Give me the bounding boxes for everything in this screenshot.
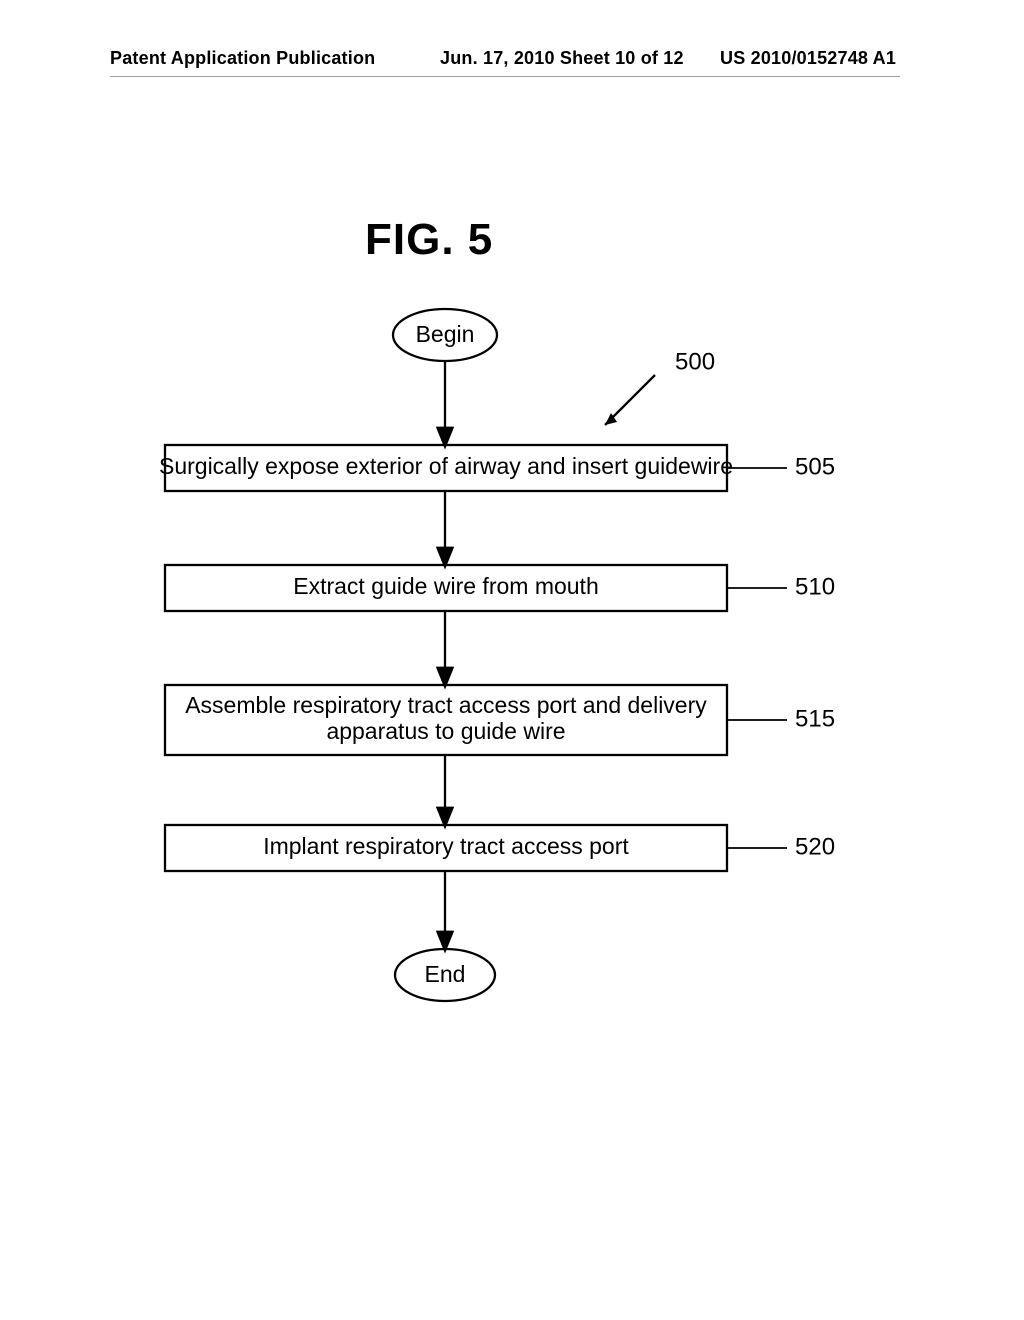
overall-leader-group bbox=[605, 375, 655, 425]
flow-step-text: Assemble respiratory tract access port a… bbox=[185, 692, 707, 718]
flow-step-text: Extract guide wire from mouth bbox=[293, 573, 599, 599]
step-number-label: 510 bbox=[795, 573, 835, 600]
text-layer: Begin End Surgically expose exterior of ai… bbox=[159, 321, 835, 987]
header-rule bbox=[110, 76, 900, 77]
header-left: Patent Application Publication bbox=[110, 48, 375, 69]
begin-label: Begin bbox=[416, 321, 475, 347]
page-canvas: Patent Application Publication Jun. 17, … bbox=[0, 0, 1024, 1320]
header-right: US 2010/0152748 A1 bbox=[720, 48, 896, 69]
end-label: End bbox=[425, 961, 466, 987]
header-center: Jun. 17, 2010 Sheet 10 of 12 bbox=[440, 48, 684, 69]
flow-step-text: Implant respiratory tract access port bbox=[263, 833, 629, 859]
flow-step-text: apparatus to guide wire bbox=[326, 718, 565, 744]
overall-number-label: 500 bbox=[675, 348, 715, 375]
step-number-label: 505 bbox=[795, 453, 835, 480]
figure-title: FIG. 5 bbox=[365, 215, 493, 265]
flowchart-svg: Begin End Surgically expose exterior of ai… bbox=[145, 295, 865, 1015]
step-number-label: 515 bbox=[795, 705, 835, 732]
label-connectors-group bbox=[727, 468, 787, 848]
step-number-label: 520 bbox=[795, 833, 835, 860]
flow-step-text: Surgically expose exterior of airway and… bbox=[159, 453, 733, 479]
